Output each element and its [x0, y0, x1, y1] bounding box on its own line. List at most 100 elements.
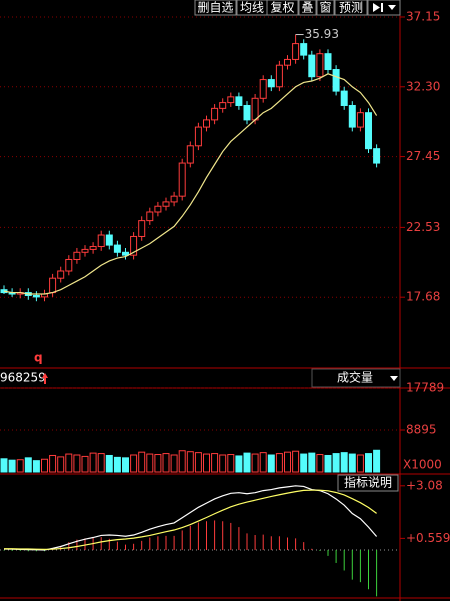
max-label: 35.93 [305, 27, 339, 41]
volume-bar [138, 451, 146, 473]
candle-body [227, 96, 235, 104]
candle-body [170, 195, 178, 203]
button-frame [266, 0, 299, 16]
candle-body [267, 79, 275, 88]
up-arrow [42, 373, 48, 384]
toolbar-button[interactable]: 均线 [236, 0, 268, 16]
volume-bar [373, 449, 381, 473]
volume-bar [8, 459, 16, 473]
candle-body [219, 102, 227, 109]
button-label: 删自选 [197, 1, 233, 15]
button-frame [298, 0, 317, 16]
volume-bar [32, 460, 40, 473]
unit-label: X1000 [403, 458, 442, 472]
candle-body [65, 258, 73, 272]
candle-body [251, 97, 259, 121]
volume-bar [284, 451, 291, 473]
toolbar-button[interactable]: 删自选 [194, 0, 237, 16]
volume-bar [251, 453, 259, 473]
volume-bar [73, 454, 81, 473]
volume-bar [57, 456, 65, 473]
candle-body [211, 107, 219, 121]
candle-body [186, 145, 194, 164]
candle-body [348, 104, 356, 128]
volume-bar [356, 454, 364, 473]
candle-body [146, 211, 154, 222]
volume-bar [316, 454, 324, 473]
button-label: 预测 [339, 1, 363, 15]
volume-bar [340, 452, 348, 473]
volume-bar [292, 450, 300, 473]
button-frame [334, 0, 368, 16]
volume-bar [243, 452, 251, 473]
candle-body [122, 251, 129, 256]
volume-bar [235, 455, 243, 473]
volume-value: 968259 [0, 371, 46, 385]
y-tick-label: 8895 [406, 422, 437, 436]
volume-bar [178, 450, 186, 473]
volume-bar [97, 453, 105, 473]
y-tick-label: 32.30 [406, 79, 440, 93]
toolbar-button[interactable]: 复权 [266, 0, 299, 16]
volume-bar [300, 453, 308, 473]
y-tick-label: 17.68 [406, 290, 440, 304]
y-tick-label: 37.15 [406, 9, 440, 23]
candle-body [97, 234, 105, 248]
volume-bar [130, 454, 138, 473]
candle-body [130, 235, 138, 256]
candle-body [373, 148, 381, 164]
volume-bar [16, 459, 24, 473]
candle-body [292, 43, 300, 60]
button-label: 均线 [240, 1, 264, 15]
candle-body [57, 270, 65, 279]
volume-bar [203, 453, 210, 473]
toolbar-button[interactable]: 窗 [316, 0, 335, 16]
candle-body [138, 220, 146, 237]
volume-bar [24, 457, 32, 473]
button-label: 窗 [319, 1, 331, 15]
dropdown-icon [390, 376, 398, 381]
toolbar-button[interactable]: 预测 [334, 0, 368, 16]
indicator-dropdown[interactable]: 成交量 [311, 368, 401, 388]
button-label: 叠 [301, 1, 313, 15]
toolbar: 删自选 均线 复权叠窗预测 [194, 0, 368, 16]
candle-body [105, 234, 113, 246]
candle-body [259, 79, 267, 99]
dropdown-frame [311, 368, 401, 388]
volume-bar [154, 454, 162, 473]
volume-bar [227, 454, 235, 473]
volume-bar [81, 455, 89, 473]
candle-body [113, 244, 121, 253]
volume-bar [89, 452, 97, 473]
candle-body [332, 69, 340, 92]
volume-bar [113, 456, 121, 473]
menu-button[interactable] [367, 0, 401, 16]
date-marker: q [34, 351, 43, 365]
volume-bar [275, 453, 283, 473]
button-frame [367, 0, 401, 16]
y-tick-label: +3.08 [406, 478, 443, 492]
volume-bar [146, 453, 154, 473]
candle-body [365, 112, 372, 150]
toolbar-button[interactable]: 叠 [298, 0, 317, 16]
candle-body [316, 53, 324, 78]
candle-body [32, 294, 40, 298]
volume-bar [105, 454, 113, 473]
volume-bar [41, 458, 48, 473]
candle-body [356, 112, 364, 128]
moving-average-line [3, 73, 378, 295]
candle-body [49, 277, 57, 294]
volume-bar [65, 453, 73, 473]
indicator-help-button[interactable]: 指标说明 [337, 474, 399, 492]
button-frame [194, 0, 237, 16]
button-frame [337, 474, 399, 492]
candle-body [340, 90, 348, 106]
volume-bar [324, 454, 332, 473]
volume-bar [194, 452, 202, 473]
candle-body [178, 162, 186, 197]
candle-body [194, 126, 202, 147]
volume-bar [162, 453, 170, 473]
